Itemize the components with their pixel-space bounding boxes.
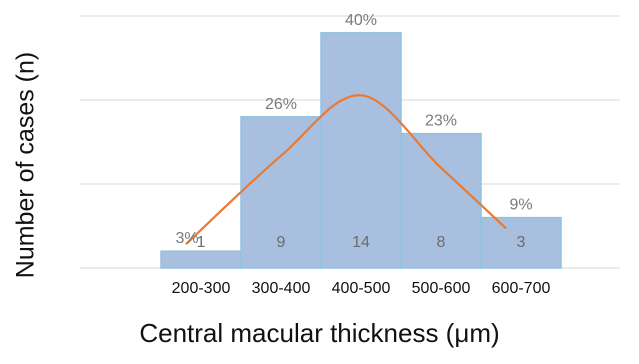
- y-axis-label-wrapper: Number of cases (n): [8, 0, 44, 364]
- x-axis-label: Central macular thickness (μm): [139, 318, 500, 348]
- labels: 13% 200-300 9 26% 300-400 14 40% 400-500 8 23% 500…: [172, 12, 551, 297]
- x-tick-label: 200-300: [172, 280, 231, 297]
- trend-line: [185, 94, 507, 245]
- y-axis-label: Number of cases (n): [11, 51, 40, 279]
- percent-label: 9%: [509, 197, 532, 214]
- x-tick-label: 600-700: [492, 280, 551, 297]
- bar-value-label: 1: [197, 234, 206, 251]
- bar-600-700: [480, 216, 562, 269]
- bar-value-label: 3: [517, 234, 526, 251]
- bar-value-label: 14: [352, 234, 370, 251]
- x-tick-label: 500-600: [412, 280, 471, 297]
- percent-label: 40%: [345, 12, 377, 29]
- trend-line-group: [185, 94, 507, 245]
- bars: [160, 32, 562, 269]
- bar-400-500: [320, 32, 402, 269]
- x-tick-label: 300-400: [252, 280, 311, 297]
- x-tick-label: 400-500: [332, 280, 391, 297]
- percent-label: 23%: [425, 113, 457, 130]
- percent-label: 26%: [265, 96, 297, 113]
- percent-label: 3%: [175, 230, 198, 247]
- bar-value-label: 9: [277, 234, 286, 251]
- bar-200-300: [160, 250, 242, 269]
- bar-500-600: [400, 132, 482, 269]
- bar-value-label: 8: [437, 234, 446, 251]
